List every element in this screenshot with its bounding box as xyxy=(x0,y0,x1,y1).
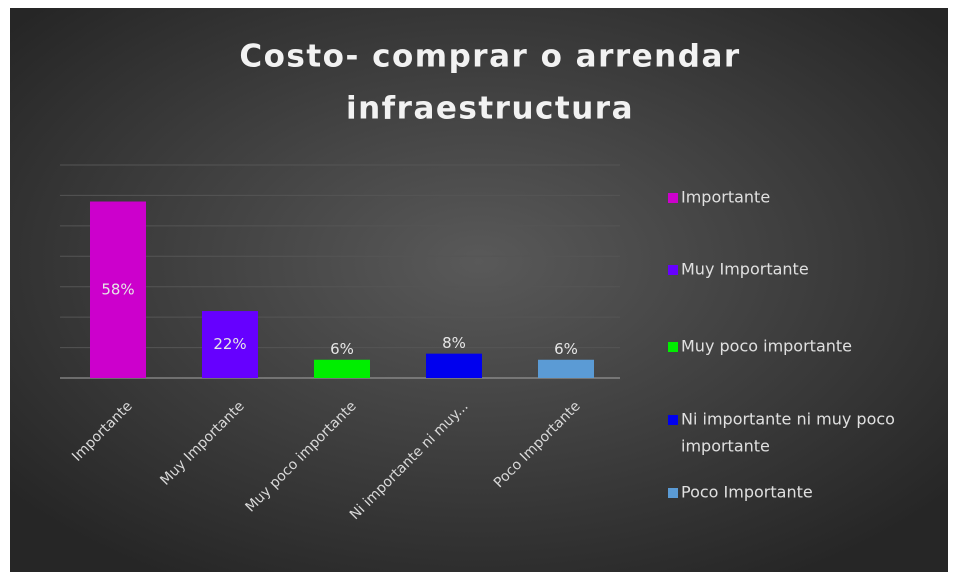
legend-swatch xyxy=(668,265,678,275)
data-label: 8% xyxy=(442,334,466,352)
legend-label: Ni importante ni muy poco xyxy=(681,410,895,429)
data-label: 58% xyxy=(101,280,134,298)
bar xyxy=(426,353,482,378)
legend-label: Muy Importante xyxy=(681,260,809,279)
legend-swatch xyxy=(668,415,678,425)
legend-swatch xyxy=(668,488,678,498)
legend-label: Importante xyxy=(681,188,770,207)
bar xyxy=(538,359,594,378)
chart-background xyxy=(10,8,948,572)
bar xyxy=(202,311,258,378)
bar xyxy=(314,359,370,378)
legend-swatch xyxy=(668,193,678,203)
legend-swatch xyxy=(668,342,678,352)
bar xyxy=(90,201,146,378)
chart-title: Costo- comprar o arrendar xyxy=(239,39,740,75)
legend-label: importante xyxy=(681,437,770,456)
data-label: 22% xyxy=(213,335,246,353)
data-label: 6% xyxy=(330,340,354,358)
chart-title: infraestructura xyxy=(346,91,634,127)
legend-label: Muy poco importante xyxy=(681,337,852,356)
data-label: 6% xyxy=(554,340,578,358)
legend-label: Poco Importante xyxy=(681,483,813,502)
